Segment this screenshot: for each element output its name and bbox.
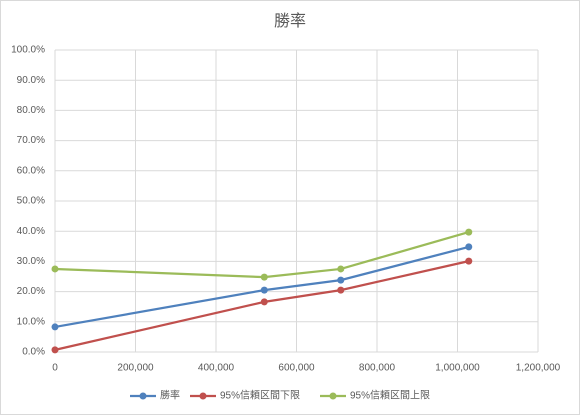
y-tick-label: 30.0%	[17, 256, 45, 267]
y-tick-label: 0.0%	[22, 347, 45, 358]
point	[337, 265, 345, 273]
x-tick-label: 400,000	[198, 363, 235, 374]
x-tick-label: 1,000,000	[435, 363, 480, 374]
x-tick-label: 800,000	[359, 363, 396, 374]
series-line	[54, 231, 470, 279]
legend-marker	[199, 392, 207, 400]
point	[465, 243, 473, 251]
legend-label: 95%信頼区間下限	[220, 390, 300, 402]
legend-marker	[329, 392, 337, 400]
chart-title: 勝率	[274, 12, 306, 30]
point	[465, 257, 473, 265]
legend-marker	[139, 392, 147, 400]
y-tick-label: 90.0%	[17, 75, 45, 86]
x-tick-label: 600,000	[278, 363, 315, 374]
series-line	[54, 260, 470, 351]
point	[51, 265, 59, 273]
legend-label: 95%信頼区間上限	[350, 390, 430, 402]
point	[51, 323, 59, 331]
x-tick-label: 1,200,000	[516, 363, 561, 374]
y-tick-label: 70.0%	[17, 135, 45, 146]
y-tick-label: 80.0%	[17, 105, 45, 116]
y-tick-label: 60.0%	[17, 165, 45, 176]
point	[260, 273, 268, 281]
point	[337, 286, 345, 294]
point	[337, 276, 345, 284]
x-tick-label: 200,000	[117, 363, 154, 374]
x-tick-label: 0	[52, 363, 58, 374]
y-tick-label: 40.0%	[17, 226, 45, 237]
y-tick-label: 50.0%	[17, 196, 45, 207]
y-tick-label: 100.0%	[11, 45, 45, 56]
y-tick-label: 10.0%	[17, 316, 45, 327]
point	[260, 286, 268, 294]
point	[260, 298, 268, 306]
point	[51, 346, 59, 354]
series-line	[54, 245, 470, 329]
y-tick-label: 20.0%	[17, 286, 45, 297]
point	[465, 228, 473, 236]
legend-label: 勝率	[160, 389, 180, 402]
